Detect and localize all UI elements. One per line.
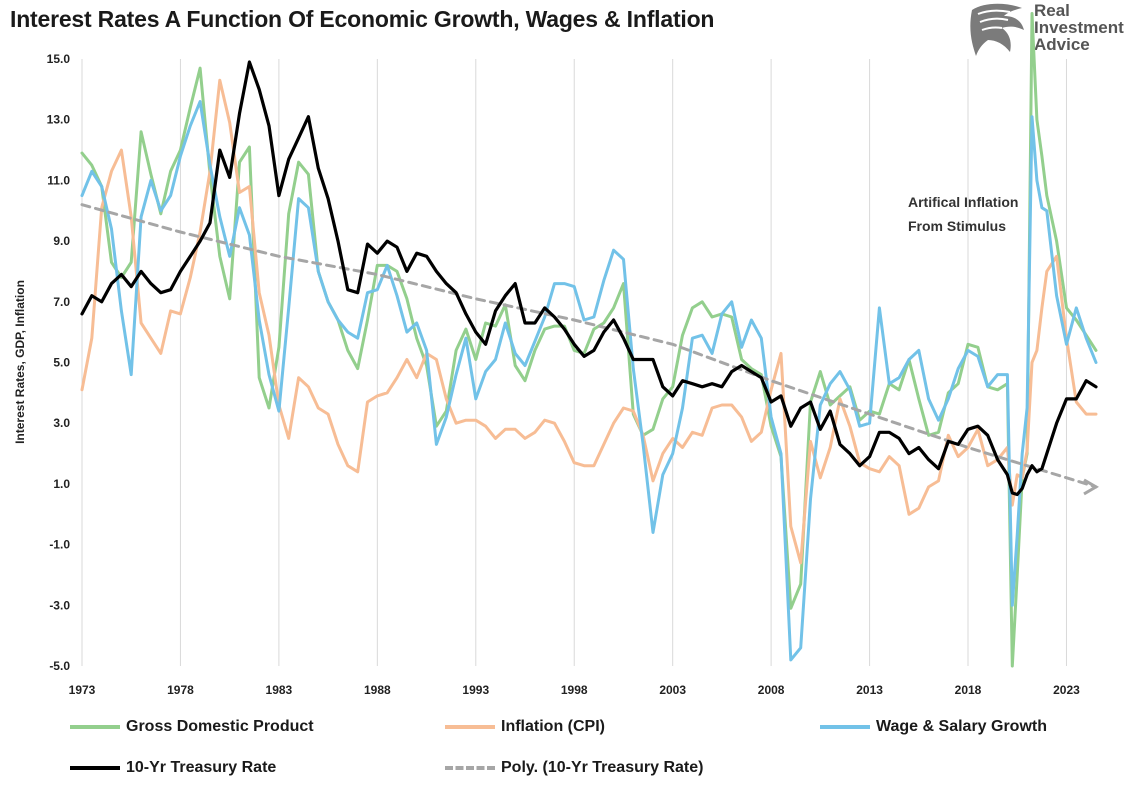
lion-head-icon (970, 3, 1024, 57)
legend-swatch-gdp (70, 725, 120, 729)
logo-line-2: Investment (1034, 18, 1124, 37)
legend-item-trend: Poly. (10-Yr Treasury Rate) (445, 759, 703, 777)
series-line-cpi (80, 78, 1098, 565)
series-line-treasury (80, 60, 1098, 497)
logo: Real Investment Advice (962, 0, 1142, 58)
x-tick-label: 2023 (1053, 683, 1080, 697)
legend-label-trend: Poly. (10-Yr Treasury Rate) (501, 759, 704, 776)
legend-swatch-cpi (445, 725, 495, 729)
logo-line-3: Advice (1034, 35, 1090, 54)
legend-item-gdp: Gross Domestic Product (70, 718, 314, 736)
x-tick-label: 1998 (561, 683, 588, 697)
legend-item-cpi: Inflation (CPI) (445, 718, 605, 736)
x-tick-label: 2013 (856, 683, 883, 697)
legend-swatch-wage (820, 725, 870, 729)
y-tick-label: 3.0 (53, 416, 70, 430)
legend-swatch-treasury (70, 766, 120, 770)
legend-item-wage: Wage & Salary Growth (820, 718, 1047, 736)
legend-label-cpi: Inflation (CPI) (501, 718, 605, 735)
y-tick-label: 5.0 (53, 356, 70, 370)
y-tick-label: 1.0 (53, 477, 70, 491)
legend-label-treasury: 10-Yr Treasury Rate (126, 759, 277, 776)
legend-label-gdp: Gross Domestic Product (126, 718, 314, 735)
series-lines (80, 12, 1099, 668)
logo-text: Real Investment Advice (1034, 2, 1124, 53)
y-tick-label: 9.0 (53, 234, 70, 248)
series-line-wage (80, 100, 1098, 662)
y-tick-label: 11.0 (47, 173, 70, 187)
y-tick-label: -5.0 (49, 659, 70, 673)
annotation-line-1: Artifical Inflation (908, 194, 1018, 210)
series-line-trend (80, 203, 1098, 489)
y-tick-label: 15.0 (47, 52, 71, 66)
x-tick-label: 1978 (167, 683, 194, 697)
chart-title: Interest Rates A Function Of Economic Gr… (10, 6, 715, 32)
x-tick-label: 1973 (69, 683, 96, 697)
x-tick-label: 1993 (462, 683, 489, 697)
legend-item-treasury: 10-Yr Treasury Rate (70, 759, 276, 777)
legend-label-wage: Wage & Salary Growth (876, 718, 1047, 735)
series-line-gdp (80, 12, 1098, 668)
vertical-gridlines (81, 59, 1067, 666)
legend-swatch-trend (445, 766, 495, 770)
y-tick-label: 13.0 (47, 113, 71, 127)
y-tick-label: 7.0 (53, 295, 70, 309)
x-tick-label: 1988 (364, 683, 391, 697)
trend-arrow-icon (1083, 478, 1099, 496)
x-axis-ticks: 1973 1978 1983 1988 1993 1998 2003 2008 2013 2018… (69, 683, 1080, 697)
annotation-line-2: From Stimulus (908, 218, 1006, 234)
x-tick-label: 2003 (659, 683, 686, 697)
x-tick-label: 2018 (955, 683, 982, 697)
x-tick-label: 2008 (758, 683, 785, 697)
y-tick-label: -1.0 (49, 538, 70, 552)
x-tick-label: 1983 (266, 683, 293, 697)
y-tick-label: -3.0 (49, 598, 70, 612)
y-axis-ticks: 15.0 13.0 11.0 9.0 7.0 5.0 3.0 1.0 -1.0 -3.0 -5.0 (47, 52, 71, 673)
y-axis-label: Interest Rates, GDP, Inflation (13, 280, 27, 444)
logo-line-1: Real (1034, 1, 1070, 20)
